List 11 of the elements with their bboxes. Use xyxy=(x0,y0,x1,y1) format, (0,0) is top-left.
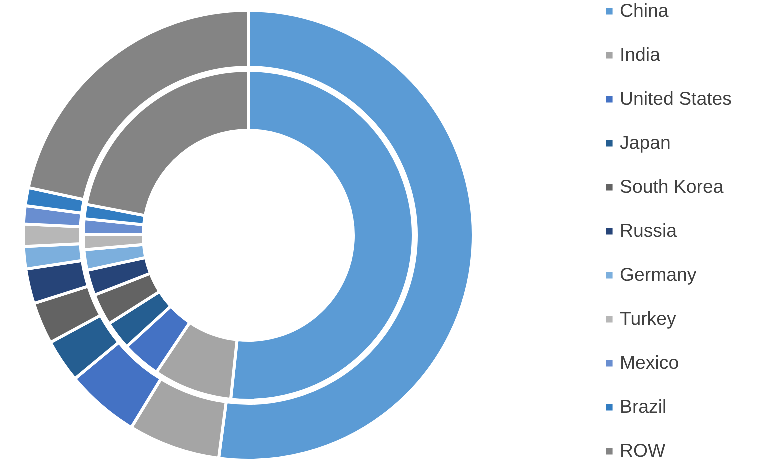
legend-label: Japan xyxy=(620,132,671,154)
legend-label: Brazil xyxy=(620,396,667,418)
legend-label: ROW xyxy=(620,440,666,462)
legend-label: Mexico xyxy=(620,352,680,374)
legend-label: India xyxy=(620,44,660,66)
legend-label: Germany xyxy=(620,264,697,286)
legend-label: United States xyxy=(620,88,732,110)
legend-label: China xyxy=(620,0,669,22)
legend-label: South Korea xyxy=(620,176,724,198)
legend-label: Russia xyxy=(620,220,678,242)
legend-label: Turkey xyxy=(620,308,676,330)
